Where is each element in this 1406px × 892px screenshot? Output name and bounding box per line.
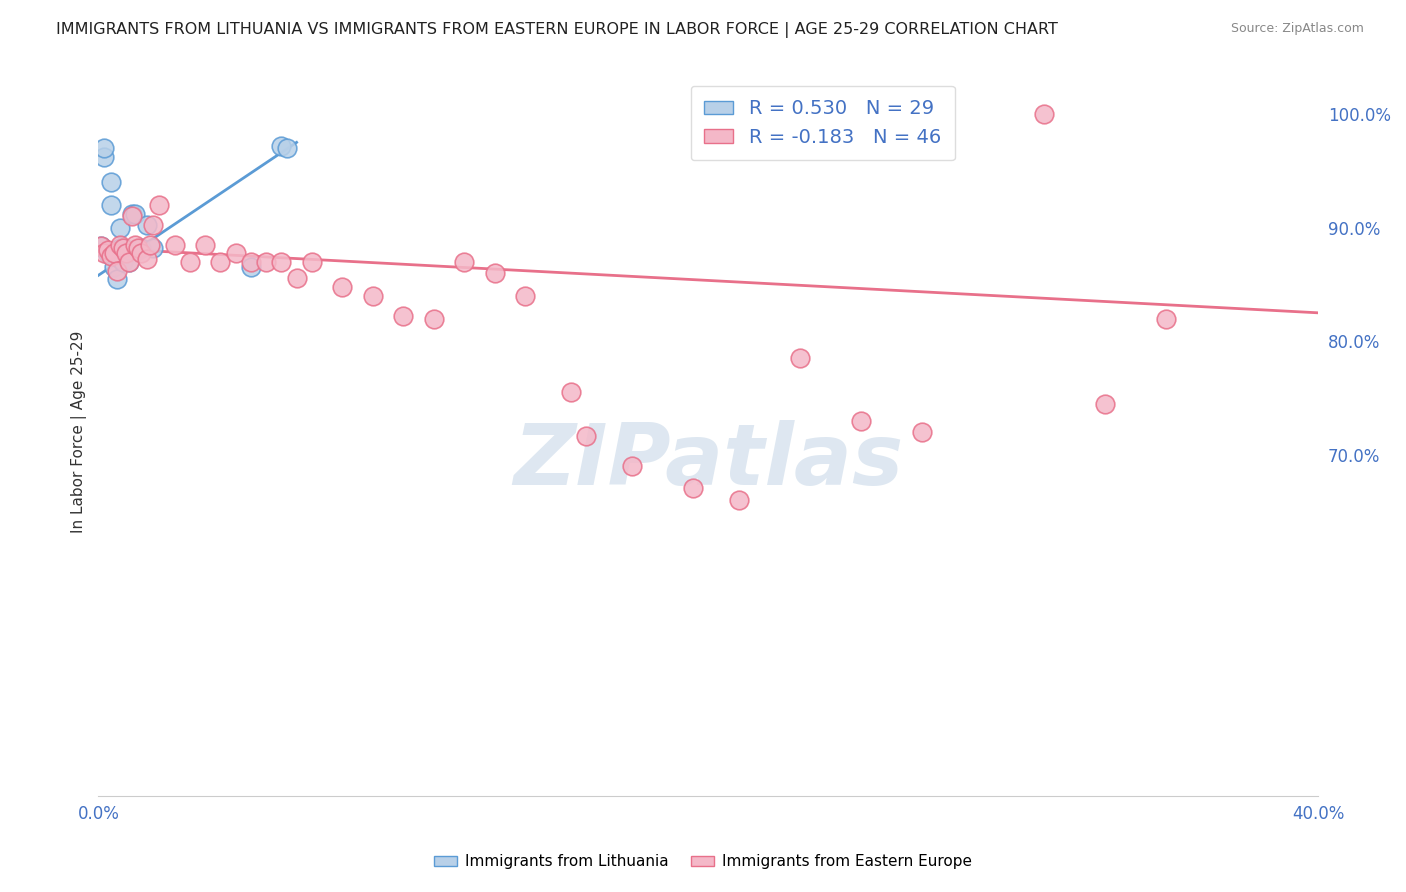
Point	[129, 245, 152, 260]
Y-axis label: In Labor Force | Age 25-29: In Labor Force | Age 25-29	[72, 331, 87, 533]
Point	[330, 279, 353, 293]
Point	[108, 220, 131, 235]
Point	[111, 241, 134, 255]
Point	[108, 241, 131, 255]
Point	[136, 219, 159, 233]
Point	[124, 237, 146, 252]
Point	[136, 252, 159, 267]
Point	[105, 244, 128, 258]
Point	[121, 209, 143, 223]
Point	[1154, 311, 1177, 326]
Point	[453, 254, 475, 268]
Point	[239, 260, 262, 275]
Point	[100, 175, 122, 189]
Point	[1094, 397, 1116, 411]
Point	[124, 207, 146, 221]
Text: ZIPatlas: ZIPatlas	[513, 420, 904, 503]
Point	[100, 249, 122, 263]
Point	[90, 240, 112, 254]
Point	[423, 311, 446, 326]
Point	[301, 254, 323, 268]
Point	[209, 254, 232, 268]
Point	[484, 266, 506, 280]
Point	[179, 254, 201, 268]
Point	[285, 270, 308, 285]
Point	[118, 254, 141, 268]
Point	[105, 271, 128, 285]
Point	[392, 310, 415, 324]
Point	[163, 237, 186, 252]
Point	[103, 260, 125, 275]
Point	[270, 138, 292, 153]
Point	[139, 237, 162, 252]
Legend: Immigrants from Lithuania, Immigrants from Eastern Europe: Immigrants from Lithuania, Immigrants fr…	[427, 848, 979, 875]
Text: IMMIGRANTS FROM LITHUANIA VS IMMIGRANTS FROM EASTERN EUROPE IN LABOR FORCE | AGE: IMMIGRANTS FROM LITHUANIA VS IMMIGRANTS …	[56, 22, 1059, 38]
Point	[270, 254, 292, 268]
Point	[96, 246, 118, 260]
Point	[194, 237, 217, 252]
Point	[727, 493, 749, 508]
Point	[103, 249, 125, 263]
Point	[108, 237, 131, 252]
Point	[682, 481, 704, 495]
Point	[96, 245, 118, 260]
Point	[121, 207, 143, 221]
Point	[361, 289, 384, 303]
Point	[103, 245, 125, 260]
Point	[127, 244, 149, 258]
Point	[114, 245, 136, 260]
Point	[93, 245, 115, 260]
Point	[575, 428, 598, 442]
Point	[111, 241, 134, 255]
Text: Source: ZipAtlas.com: Source: ZipAtlas.com	[1230, 22, 1364, 36]
Point	[225, 245, 247, 260]
Point	[118, 244, 141, 258]
Point	[90, 239, 112, 253]
Point	[105, 264, 128, 278]
Point	[276, 141, 298, 155]
Point	[111, 254, 134, 268]
Point	[911, 425, 934, 439]
Point	[254, 254, 277, 268]
Point	[515, 289, 537, 303]
Point	[127, 241, 149, 255]
Point	[118, 254, 141, 268]
Point	[93, 141, 115, 155]
Point	[1032, 107, 1054, 121]
Point	[96, 244, 118, 258]
Point	[100, 198, 122, 212]
Point	[142, 219, 165, 233]
Point	[142, 241, 165, 255]
Point	[560, 385, 582, 400]
Point	[90, 239, 112, 253]
Point	[108, 252, 131, 267]
Legend: R = 0.530   N = 29, R = -0.183   N = 46: R = 0.530 N = 29, R = -0.183 N = 46	[690, 86, 955, 161]
Point	[148, 198, 170, 212]
Point	[114, 244, 136, 258]
Point	[93, 150, 115, 164]
Point	[789, 351, 811, 366]
Point	[129, 241, 152, 255]
Point	[239, 254, 262, 268]
Point	[621, 459, 644, 474]
Point	[849, 414, 872, 428]
